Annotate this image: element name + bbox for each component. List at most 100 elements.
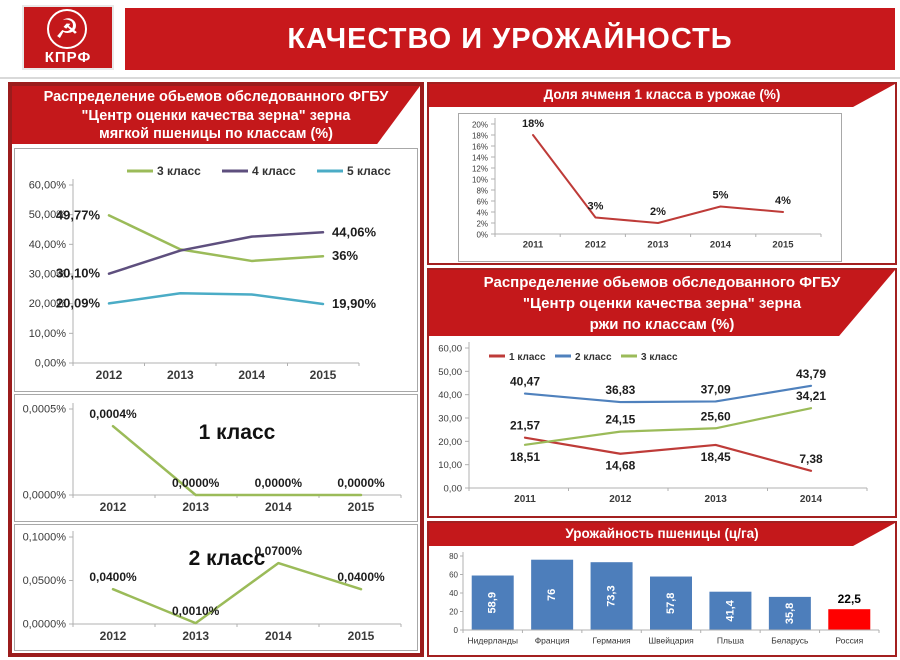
- svg-text:10,00%: 10,00%: [29, 328, 67, 340]
- svg-text:0,0000%: 0,0000%: [172, 476, 220, 490]
- header-divider: [0, 77, 900, 79]
- svg-text:0,0400%: 0,0400%: [337, 570, 385, 584]
- svg-text:14,68: 14,68: [605, 459, 635, 473]
- svg-text:2013: 2013: [182, 500, 209, 514]
- svg-text:20,00: 20,00: [438, 437, 462, 448]
- barley-banner-title: Доля ячменя 1 класса в урожае (%): [543, 87, 781, 102]
- class2-line-chart: 0,1000% 0,0500% 0,0000% 2012 2013 2014 2015 2 к…: [23, 531, 402, 643]
- svg-text:4 класс: 4 класс: [252, 164, 296, 178]
- svg-text:49,77%: 49,77%: [56, 207, 101, 222]
- svg-text:Беларусь: Беларусь: [771, 636, 809, 646]
- svg-text:2014: 2014: [800, 494, 823, 505]
- svg-text:37,09: 37,09: [701, 382, 731, 396]
- svg-text:2011: 2011: [523, 240, 544, 251]
- svg-text:25,60: 25,60: [701, 409, 731, 423]
- svg-text:18%: 18%: [472, 132, 488, 141]
- svg-text:5%: 5%: [713, 190, 729, 202]
- rye-banner-line-1: Распределение обьемов обследованного ФГБ…: [483, 274, 841, 291]
- svg-text:57,8: 57,8: [665, 593, 677, 614]
- svg-text:2013: 2013: [647, 240, 668, 251]
- rye-panel-banner: Распределение обьемов обследованного ФГБ…: [429, 270, 895, 336]
- wheat-banner-line-1: Распределение обьемов обследованного ФГБ…: [43, 89, 389, 105]
- wheat-panel: Распределение обьемов обследованного ФГБ…: [8, 82, 424, 657]
- wheat-classes-line-chart: 60,00% 50,00% 40,00% 30,00% 20,00% 10,00% 0,00…: [29, 164, 391, 382]
- svg-text:50,00: 50,00: [438, 367, 462, 378]
- svg-text:Россия: Россия: [835, 636, 863, 646]
- svg-text:36,83: 36,83: [605, 383, 635, 397]
- svg-text:5 класс: 5 класс: [347, 164, 391, 178]
- hammer-sickle-icon: ☭: [47, 9, 87, 49]
- svg-text:0,0400%: 0,0400%: [89, 570, 137, 584]
- svg-text:20,00%: 20,00%: [29, 298, 67, 310]
- svg-text:2012: 2012: [585, 240, 606, 251]
- svg-text:1 класс: 1 класс: [509, 352, 546, 363]
- svg-text:2 класс: 2 класс: [189, 547, 266, 570]
- svg-text:50,00%: 50,00%: [29, 209, 67, 221]
- svg-text:2014: 2014: [238, 368, 265, 382]
- svg-text:0,0000%: 0,0000%: [255, 476, 303, 490]
- svg-text:2012: 2012: [96, 368, 123, 382]
- svg-text:60,00: 60,00: [438, 344, 462, 355]
- svg-text:40,00%: 40,00%: [29, 239, 67, 251]
- svg-text:0,0700%: 0,0700%: [255, 544, 303, 558]
- svg-text:0,1000%: 0,1000%: [23, 532, 67, 544]
- svg-text:0,0000%: 0,0000%: [23, 619, 67, 631]
- rye-banner-line-3: ржи по классам (%): [589, 316, 735, 333]
- svg-text:Пльша: Пльша: [717, 636, 744, 646]
- svg-text:6%: 6%: [476, 198, 488, 207]
- svg-text:18,51: 18,51: [510, 450, 540, 464]
- svg-text:20,09%: 20,09%: [56, 295, 101, 310]
- svg-text:0,0004%: 0,0004%: [89, 407, 137, 421]
- svg-text:30,00%: 30,00%: [29, 269, 67, 281]
- svg-text:3 класс: 3 класс: [641, 352, 678, 363]
- svg-text:2012: 2012: [100, 500, 127, 514]
- svg-text:1 класс: 1 класс: [199, 421, 276, 444]
- svg-text:58,9: 58,9: [487, 592, 499, 613]
- yield-panel: Урожайность пшеницы (ц/га) 80 60 40 20 0 58,9…: [427, 521, 897, 657]
- svg-text:3 класс: 3 класс: [157, 164, 201, 178]
- logo-text: КПРФ: [44, 49, 92, 66]
- svg-text:0,0000%: 0,0000%: [23, 490, 67, 502]
- svg-text:40: 40: [449, 589, 458, 598]
- svg-text:18%: 18%: [522, 118, 544, 130]
- svg-text:35,8: 35,8: [784, 603, 796, 624]
- rye-classes-line-chart: 60,00 50,00 40,00 30,00 20,00 10,00 0,00 2011 20…: [438, 342, 868, 505]
- svg-text:41,4: 41,4: [724, 599, 736, 621]
- svg-text:2014: 2014: [265, 629, 292, 643]
- svg-text:2015: 2015: [348, 500, 375, 514]
- svg-text:22,5: 22,5: [838, 592, 862, 606]
- svg-text:0,0010%: 0,0010%: [172, 604, 220, 618]
- svg-text:36%: 36%: [332, 248, 358, 263]
- svg-text:20%: 20%: [472, 121, 488, 130]
- svg-text:2015: 2015: [310, 368, 337, 382]
- wheat-panel-banner: Распределение обьемов обследованного ФГБ…: [12, 86, 420, 144]
- svg-text:2015: 2015: [772, 240, 794, 251]
- yield-banner-title: Урожайность пшеницы (ц/га): [565, 526, 759, 541]
- barley-panel-banner: Доля ячменя 1 класса в урожае (%): [429, 84, 895, 107]
- rye-banner-line-2: "Центр оценки качества зерна" зерна: [522, 295, 802, 312]
- svg-text:40,47: 40,47: [510, 375, 540, 389]
- svg-text:14%: 14%: [472, 154, 488, 163]
- svg-text:60: 60: [449, 571, 458, 580]
- barley-line-chart: 20% 18% 16% 14% 12% 10% 8% 6% 4% 2% 0% 2011 2012 2013…: [472, 118, 822, 251]
- svg-text:7,38: 7,38: [799, 452, 823, 466]
- class2-chart-box: 0,1000% 0,0500% 0,0000% 2012 2013 2014 2015 2 к…: [14, 524, 418, 651]
- svg-text:Швейцария: Швейцария: [648, 636, 694, 646]
- svg-text:10,00: 10,00: [438, 460, 462, 471]
- barley-chart-box: 20% 18% 16% 14% 12% 10% 8% 6% 4% 2% 0% 2011 2012 2013…: [458, 113, 842, 262]
- svg-text:0,00: 0,00: [444, 484, 463, 495]
- svg-text:0%: 0%: [476, 231, 488, 240]
- svg-text:0: 0: [454, 626, 459, 635]
- svg-text:2%: 2%: [476, 220, 488, 229]
- svg-text:2011: 2011: [514, 494, 536, 505]
- svg-text:2014: 2014: [265, 500, 292, 514]
- svg-text:Нидерланды: Нидерланды: [467, 636, 517, 646]
- class1-line-chart: 0,0005% 0,0000% 2012 2013 2014 2015 1 класс 0,0…: [23, 403, 402, 514]
- svg-text:43,79: 43,79: [796, 367, 826, 381]
- svg-text:76: 76: [546, 589, 558, 601]
- kprf-logo: ☭ КПРФ: [22, 5, 114, 70]
- rye-panel: Распределение обьемов обследованного ФГБ…: [427, 268, 897, 518]
- class1-chart-box: 0,0005% 0,0000% 2012 2013 2014 2015 1 класс 0,0…: [14, 394, 418, 522]
- page-title: КАЧЕСТВО И УРОЖАЙНОСТЬ: [287, 22, 733, 55]
- svg-text:8%: 8%: [476, 187, 488, 196]
